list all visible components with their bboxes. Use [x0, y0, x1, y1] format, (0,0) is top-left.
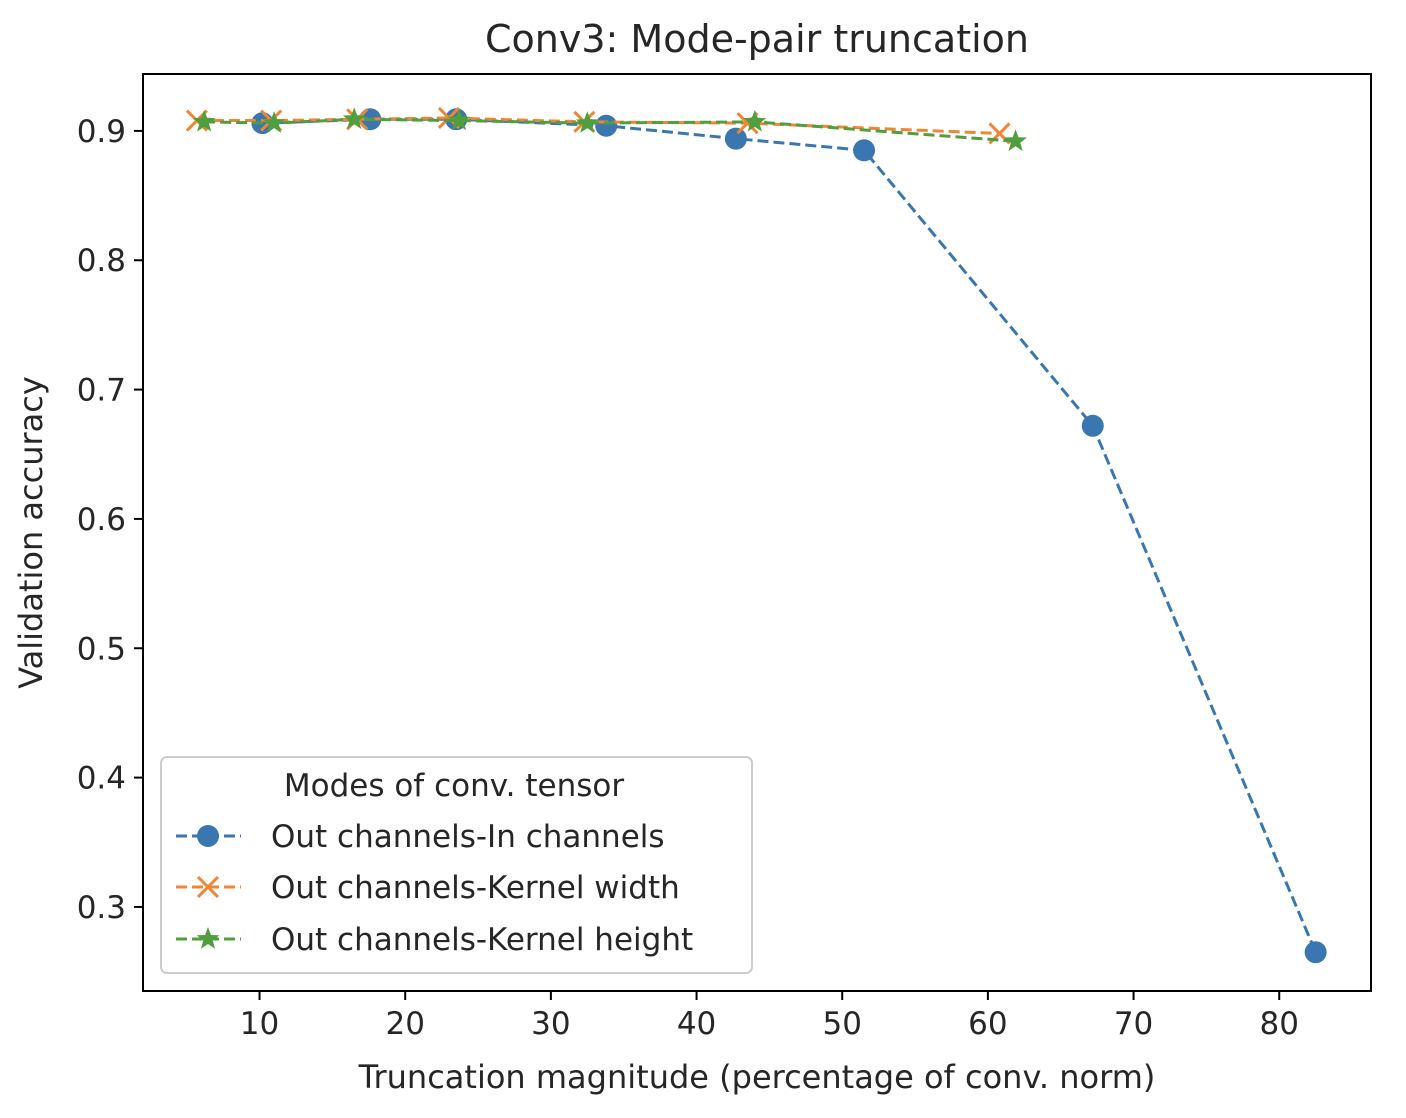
x-tick-label: 10 [240, 1006, 279, 1042]
data-point [595, 114, 618, 137]
data-point [1004, 129, 1027, 151]
y-tick-label: 0.9 [77, 114, 126, 150]
data-point [724, 127, 747, 150]
data-point [743, 109, 767, 132]
legend-box [160, 756, 753, 974]
legend: Modes of conv. tensor Out channels-In ch… [160, 756, 753, 974]
series-out-channels-kernel-height [192, 107, 1027, 151]
legend-marker [196, 927, 220, 949]
x-tick-label: 40 [677, 1006, 716, 1042]
legend-entry: Out channels-Kernel height [176, 922, 693, 958]
data-point [1304, 941, 1327, 964]
y-tick-label: 0.7 [77, 373, 126, 409]
data-point [192, 109, 216, 132]
legend-label: Out channels-Kernel width [271, 870, 680, 906]
chart-title: Conv3: Mode-pair truncation [485, 17, 1029, 61]
y-axis-title: Validation accuracy [12, 376, 50, 689]
legend-marker [197, 825, 219, 847]
y-tick-label: 0.3 [77, 890, 126, 926]
legend-marker [196, 875, 220, 899]
plot-area: 10 20 30 40 50 60 70 80 0.3 0.4 0.5 0.6 0.7 0.8 0.9 [77, 73, 1372, 1042]
legend-entry: Out channels-Kernel width [176, 870, 680, 906]
x-tick-label: 70 [1114, 1006, 1153, 1042]
x-tick-label: 20 [385, 1006, 424, 1042]
legend-label: Out channels-Kernel height [271, 922, 693, 958]
data-point [1081, 414, 1104, 437]
x-tick-label: 50 [822, 1006, 861, 1042]
y-tick-label: 0.6 [77, 502, 126, 538]
data-point [575, 111, 599, 133]
x-tick-label: 30 [531, 1006, 570, 1042]
data-point [342, 107, 366, 129]
plot-frame [142, 73, 1372, 992]
x-axis-title: Truncation magnitude (percentage of conv… [358, 1058, 1156, 1096]
x-tick-label: 60 [968, 1006, 1007, 1042]
data-point [262, 111, 286, 133]
legend-label: Out channels-In channels [271, 819, 665, 855]
x-tick-label: 80 [1260, 1006, 1299, 1042]
y-tick-label: 0.5 [77, 631, 126, 667]
legend-title: Modes of conv. tensor [284, 768, 624, 804]
y-tick-label: 0.4 [77, 761, 126, 797]
data-point [447, 108, 471, 131]
y-tick-label: 0.8 [77, 243, 126, 279]
legend-entry: Out channels-In channels [176, 819, 665, 855]
data-point [853, 139, 876, 162]
